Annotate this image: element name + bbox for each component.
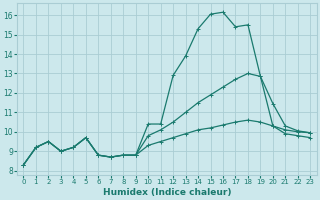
- X-axis label: Humidex (Indice chaleur): Humidex (Indice chaleur): [103, 188, 231, 197]
